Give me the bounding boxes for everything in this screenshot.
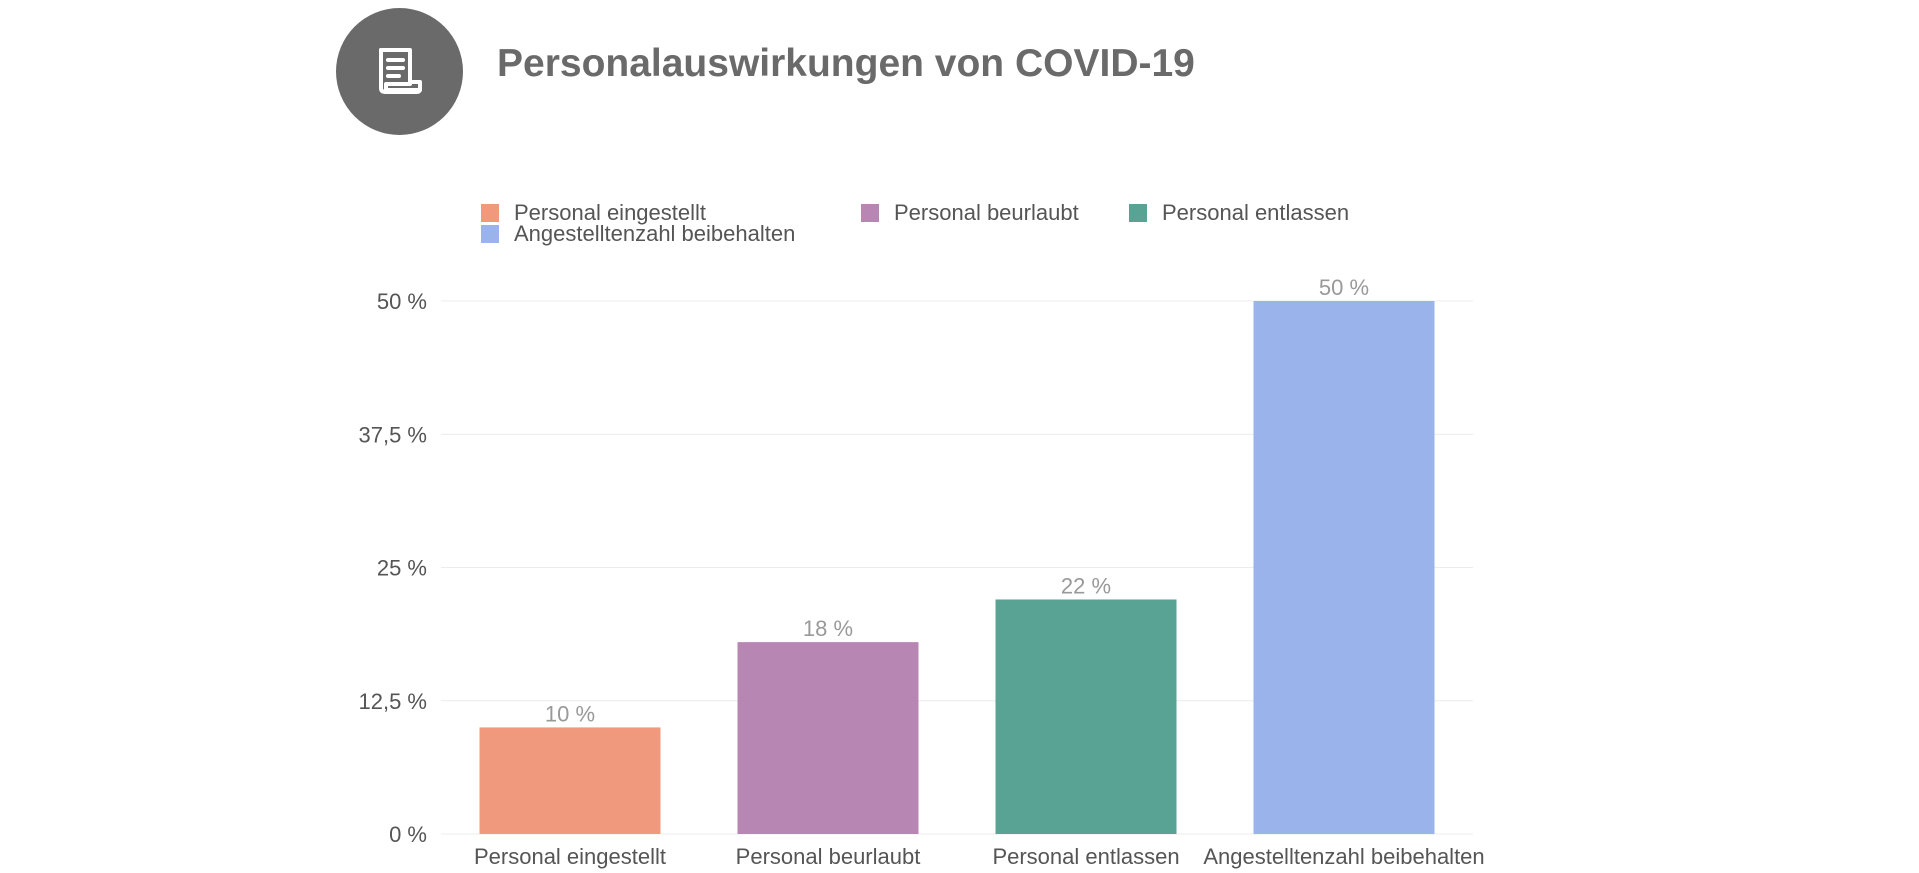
y-tick-label: 0 % <box>389 822 427 847</box>
data-label: 22 % <box>1061 573 1111 598</box>
legend-swatch <box>481 225 499 243</box>
document-icon <box>379 48 422 94</box>
y-tick-label: 37,5 % <box>359 422 428 447</box>
legend-label: Personal eingestellt <box>514 200 706 225</box>
bar <box>1253 301 1435 834</box>
legend-label: Personal beurlaubt <box>894 200 1079 225</box>
legend-label: Personal entlassen <box>1162 200 1349 225</box>
legend-swatch <box>1129 204 1147 222</box>
x-tick-label: Personal entlassen <box>992 844 1179 869</box>
y-tick-label: 25 % <box>377 556 427 581</box>
x-tick-label: Personal beurlaubt <box>736 844 921 869</box>
y-tick-label: 12,5 % <box>359 689 428 714</box>
bar <box>479 727 661 834</box>
legend-label: Angestelltenzahl beibehalten <box>514 221 795 246</box>
bar <box>995 599 1177 834</box>
data-label: 10 % <box>545 701 595 726</box>
data-label: 50 % <box>1319 275 1369 300</box>
header-icon-badge <box>336 8 463 135</box>
page-title: Personalauswirkungen von COVID-19 <box>497 42 1195 85</box>
legend-swatch <box>481 204 499 222</box>
y-tick-label: 50 % <box>377 289 427 314</box>
x-tick-label: Angestelltenzahl beibehalten <box>1203 844 1484 869</box>
data-label: 18 % <box>803 616 853 641</box>
bar <box>737 642 919 834</box>
legend-swatch <box>861 204 879 222</box>
x-tick-label: Personal eingestellt <box>474 844 666 869</box>
